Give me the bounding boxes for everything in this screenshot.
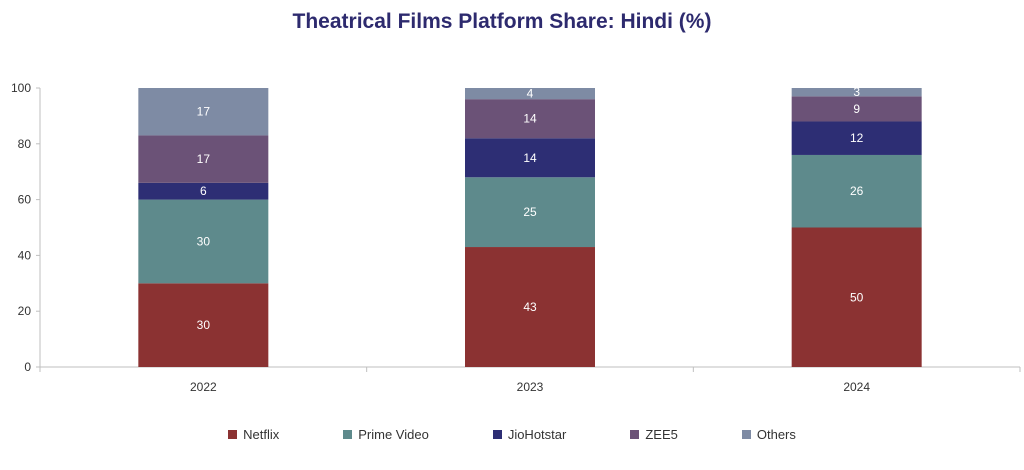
data-label: 4 xyxy=(527,87,534,101)
bars xyxy=(138,88,922,367)
data-label: 17 xyxy=(197,105,211,119)
data-label: 6 xyxy=(200,184,207,198)
legend-swatch xyxy=(228,430,238,439)
bar-segment xyxy=(791,88,922,97)
bar-segment xyxy=(138,135,269,183)
bar-segment xyxy=(138,182,269,200)
legend-item: Prime Video xyxy=(343,427,429,442)
data-labels: 30 30 6 17 17 43 25 14 14 4 50 26 12 9 3 xyxy=(197,85,864,332)
bar-segment xyxy=(465,177,595,248)
y-tick-label: 80 xyxy=(18,137,32,151)
chart-title: Theatrical Films Platform Share: Hindi (… xyxy=(292,10,712,33)
data-label: 9 xyxy=(853,102,860,116)
bar-segment xyxy=(791,154,922,228)
legend-swatch xyxy=(492,430,502,439)
legend-item: JioHotstar xyxy=(492,427,567,442)
legend: Netflix Prime Video JioHotstar ZEE5 Others xyxy=(0,427,1024,442)
bar-segment xyxy=(465,247,595,367)
data-label: 17 xyxy=(197,152,211,166)
legend-label: JioHotstar xyxy=(507,427,567,442)
bar-segment xyxy=(791,227,922,367)
data-label: 14 xyxy=(523,151,537,165)
legend-item: Others xyxy=(741,427,796,442)
legend-swatch xyxy=(741,430,751,439)
y-tick-label: 60 xyxy=(18,193,32,207)
y-tick-label: 0 xyxy=(24,360,31,374)
legend-label: Others xyxy=(756,427,796,442)
data-label: 30 xyxy=(197,318,211,332)
legend-label: Prime Video xyxy=(358,427,429,442)
data-label: 30 xyxy=(197,234,211,248)
data-label: 26 xyxy=(850,184,864,198)
x-tick-label: 2023 xyxy=(517,380,544,394)
data-label: 12 xyxy=(850,131,864,145)
bar-segment xyxy=(791,96,922,122)
bar-segment xyxy=(138,199,269,284)
x-tick-label: 2024 xyxy=(843,380,870,394)
bar-segment xyxy=(791,121,922,155)
bar-segment xyxy=(138,283,269,367)
bar-segment xyxy=(138,88,269,136)
data-label: 50 xyxy=(850,290,864,304)
data-label: 25 xyxy=(523,205,537,219)
bar-segment xyxy=(465,88,595,100)
x-tick-label: 2022 xyxy=(190,380,217,394)
legend-item: Netflix xyxy=(228,427,279,442)
data-label: 3 xyxy=(853,85,860,99)
data-label: 14 xyxy=(523,112,537,126)
legend-label: ZEE5 xyxy=(645,427,678,442)
y-tick-label: 100 xyxy=(11,81,31,95)
y-tick-label: 20 xyxy=(18,304,32,318)
bar-segment xyxy=(465,138,595,178)
legend-label: Netflix xyxy=(243,427,280,442)
bar-segment xyxy=(465,99,595,139)
legend-item: ZEE5 xyxy=(630,427,678,442)
legend-swatch xyxy=(630,430,640,439)
y-tick-label: 40 xyxy=(18,248,32,262)
legend-swatch xyxy=(343,430,353,439)
data-label: 43 xyxy=(523,300,537,314)
